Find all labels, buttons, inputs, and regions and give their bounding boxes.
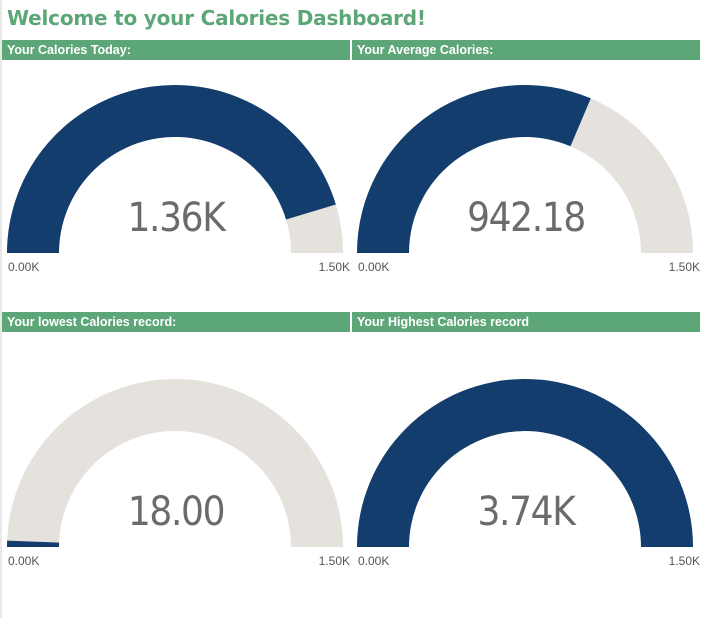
gauge-chart (357, 85, 693, 253)
gauge-min-label: 0.00K (8, 554, 40, 568)
gauge-chart (7, 379, 343, 547)
gauge-max-label: 1.50K (668, 260, 700, 274)
gauge-card-highest: Your Highest Calories record 3.74K 0.00K… (352, 312, 700, 584)
page-left-border (0, 0, 2, 618)
gauge-card-title: Your lowest Calories record: (2, 312, 350, 332)
gauge-fill (7, 540, 60, 547)
gauge-chart (7, 84, 343, 253)
gauge-value: 18.00 (127, 489, 226, 535)
gauge-min-label: 0.00K (358, 554, 390, 568)
gauge-chart (357, 379, 693, 547)
gauge-fill (357, 85, 591, 253)
gauge-max-label: 1.50K (668, 554, 700, 568)
gauge-card-average: Your Average Calories: 942.18 0.00K 1.50… (352, 40, 700, 312)
gauge-value: 942.18 (467, 195, 586, 241)
gauge-card-lowest: Your lowest Calories record: 18.00 0.00K… (2, 312, 350, 584)
gauge-min-label: 0.00K (358, 260, 390, 274)
gauge-value: 1.36K (127, 195, 225, 241)
gauge-card-title: Your Calories Today: (2, 40, 350, 60)
gauge-card-title: Your Average Calories: (352, 40, 700, 60)
gauge-value: 3.74K (477, 489, 575, 535)
page-title: Welcome to your Calories Dashboard! (7, 6, 426, 30)
gauge-card-title: Your Highest Calories record (352, 312, 700, 332)
gauge-fill (7, 84, 336, 253)
gauge-card-today: Your Calories Today: 1.36K 0.00K 1.50K (2, 40, 350, 312)
gauge-max-label: 1.50K (318, 554, 350, 568)
gauge-track (7, 379, 343, 547)
gauge-max-label: 1.50K (318, 260, 350, 274)
gauge-min-label: 0.00K (8, 260, 40, 274)
gauge-fill (357, 379, 693, 547)
